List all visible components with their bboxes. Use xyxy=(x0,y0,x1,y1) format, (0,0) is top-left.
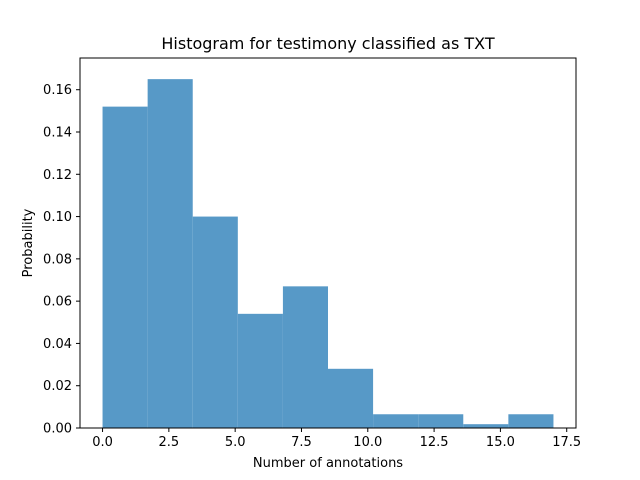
y-tick-label: 0.10 xyxy=(43,210,72,225)
x-tick-label: 2.5 xyxy=(159,435,180,450)
x-tick-label: 7.5 xyxy=(291,435,312,450)
y-tick-label: 0.04 xyxy=(43,337,72,352)
x-tick-label: 10.0 xyxy=(353,435,382,450)
x-axis-label: Number of annotations xyxy=(253,456,403,471)
y-tick-label: 0.14 xyxy=(43,126,72,141)
histogram-bar-8 xyxy=(463,424,509,428)
y-axis: 0.00 0.02 0.04 0.06 0.08 0.10 0.12 0.14 0.16 xyxy=(43,83,80,437)
x-tick-label: 12.5 xyxy=(420,435,449,450)
y-axis-label: Probability xyxy=(21,208,36,277)
x-tick-label: 0.0 xyxy=(92,435,113,450)
y-tick-label: 0.02 xyxy=(43,379,72,394)
x-axis: 0.0 2.5 5.0 7.5 10.0 12.5 15.0 17.5 xyxy=(92,428,581,450)
y-tick-label: 0.12 xyxy=(43,168,72,183)
histogram-bar-4 xyxy=(282,286,328,428)
histogram-bar-5 xyxy=(328,368,374,428)
x-tick-label: 17.5 xyxy=(552,435,581,450)
chart-title: Histogram for testimony classified as TX… xyxy=(161,34,494,53)
y-tick-label: 0.00 xyxy=(43,422,72,437)
x-tick-label: 5.0 xyxy=(225,435,246,450)
y-tick-label: 0.06 xyxy=(43,295,72,310)
histogram-bar-3 xyxy=(237,313,283,428)
histogram-bar-1 xyxy=(147,79,193,429)
y-tick-label: 0.16 xyxy=(43,83,72,98)
bars-group xyxy=(102,79,554,429)
y-tick-label: 0.08 xyxy=(43,252,72,267)
histogram-bar-0 xyxy=(102,106,148,428)
plot-frame xyxy=(79,57,577,429)
histogram-bar-6 xyxy=(373,414,419,428)
histogram-bar-9 xyxy=(508,414,554,428)
x-tick-label: 15.0 xyxy=(486,435,515,450)
histogram-bar-7 xyxy=(418,414,464,428)
histogram-bar-2 xyxy=(192,216,238,428)
